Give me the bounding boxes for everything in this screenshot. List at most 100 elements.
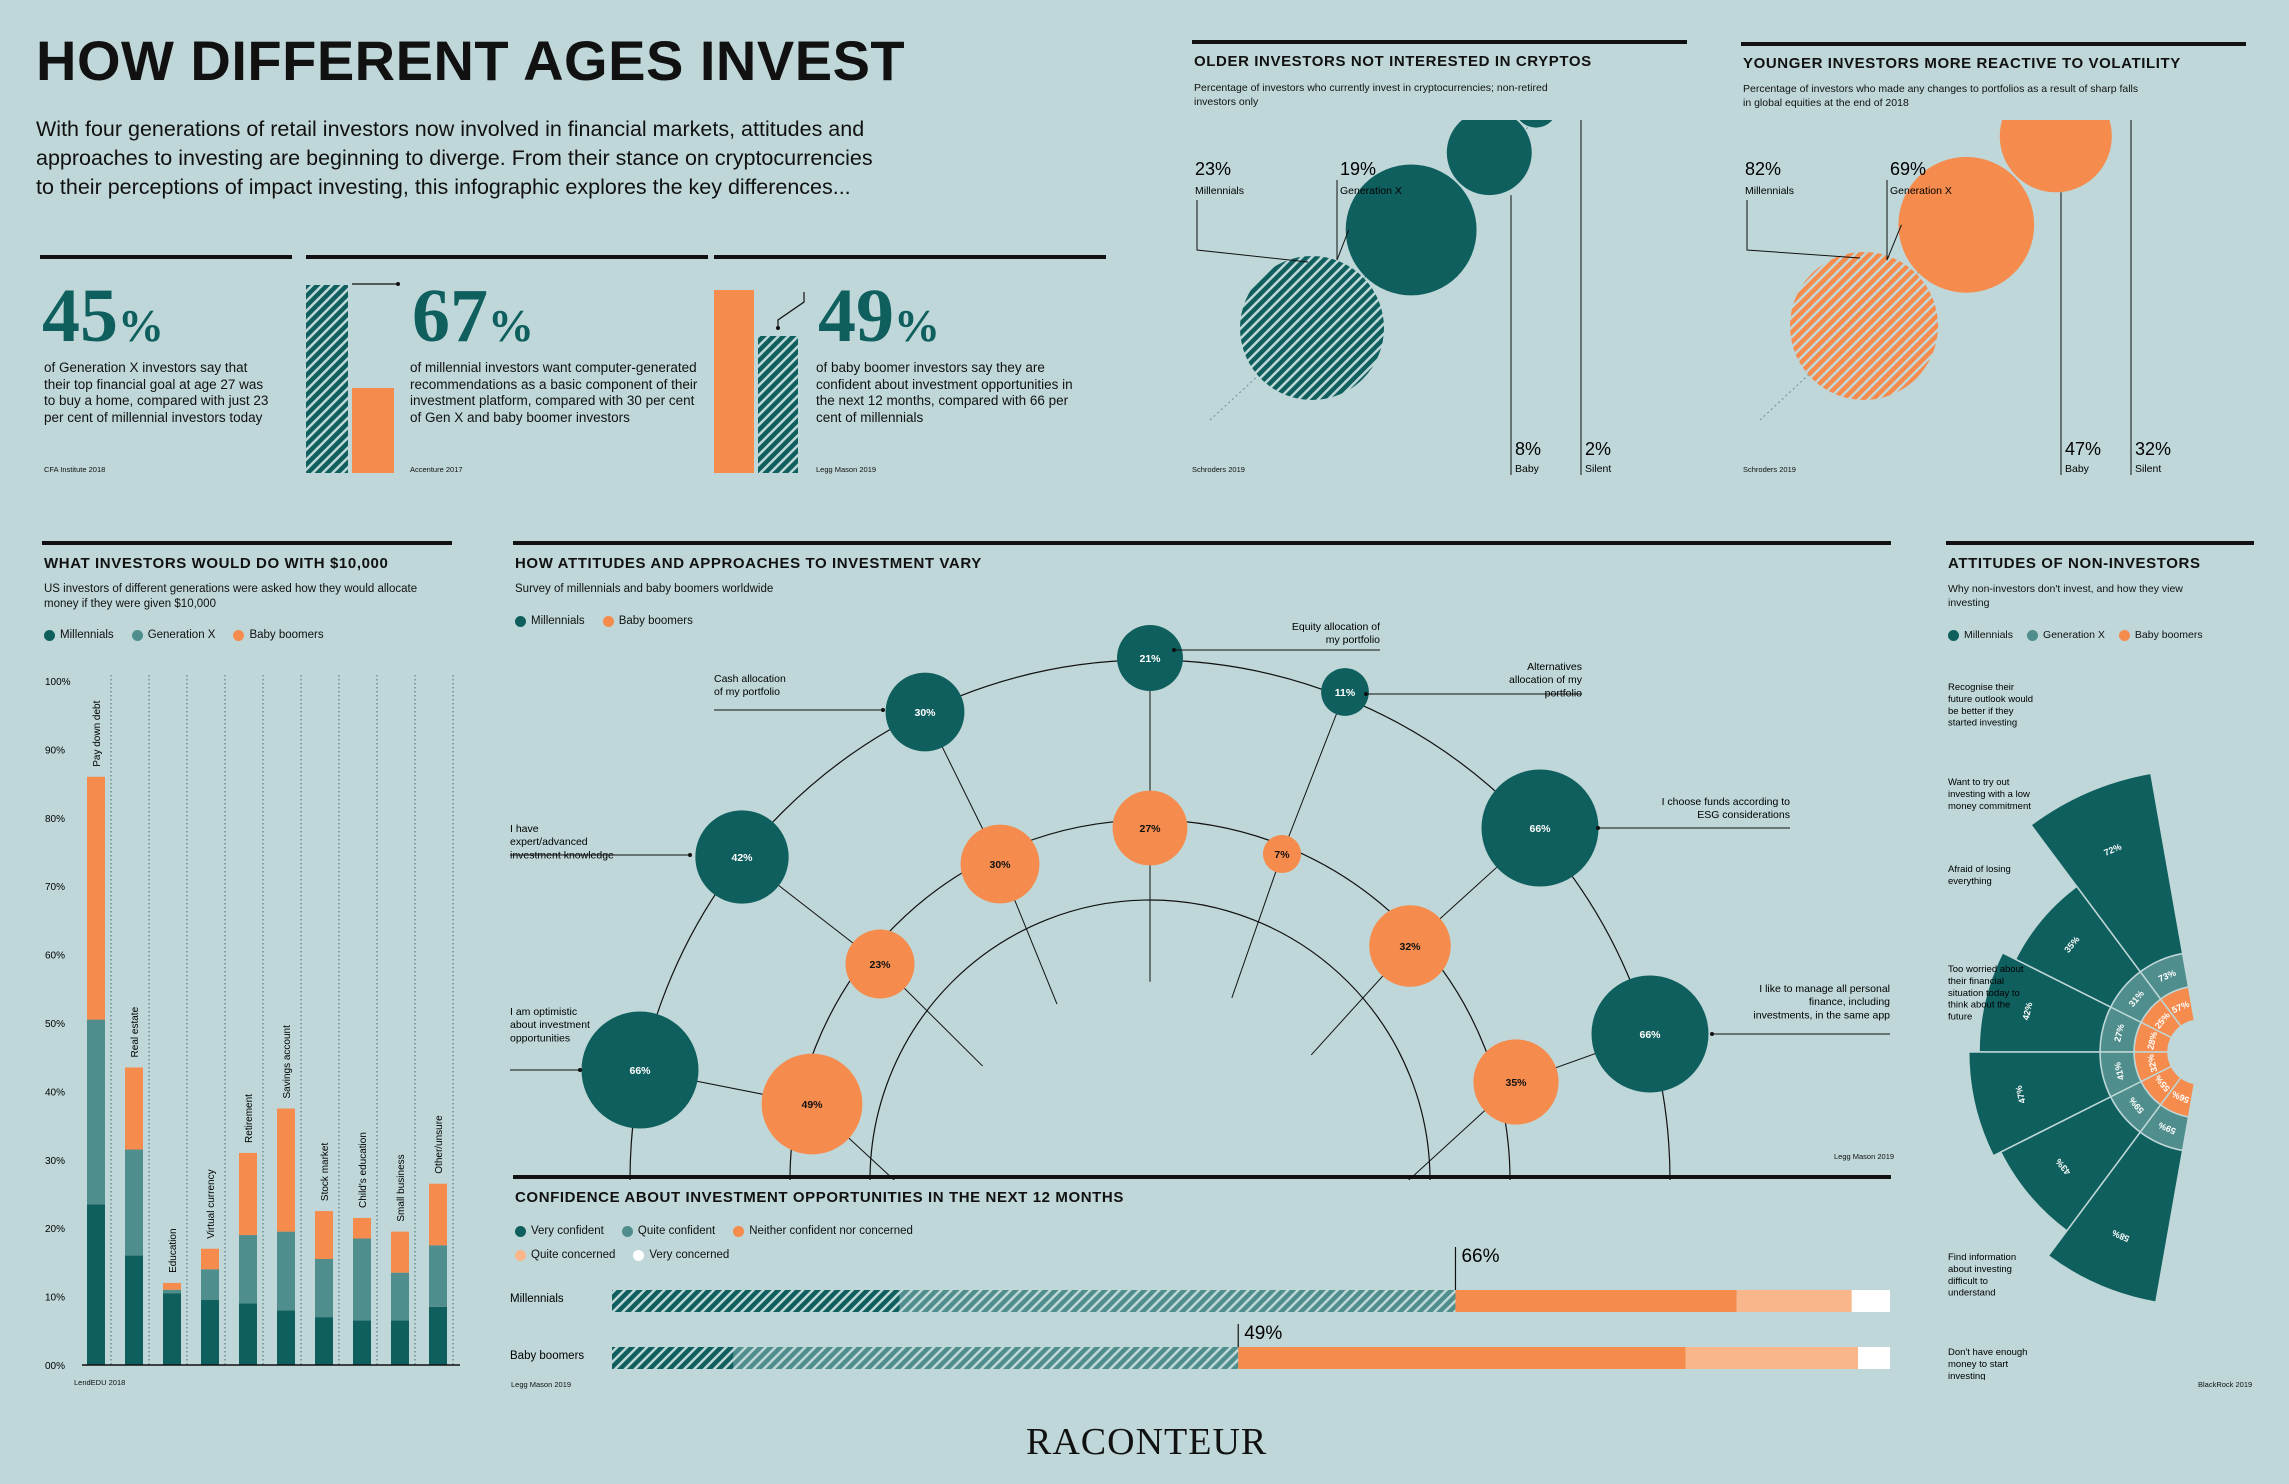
leader-dot <box>881 708 885 712</box>
bubble-value-label: 2% <box>1585 439 1611 459</box>
tenk-source: LendEDU 2018 <box>74 1378 126 1387</box>
category-label: I like to manage all personal finance, in… <box>1753 983 1890 1021</box>
bar-baby-boomers <box>277 1108 295 1232</box>
category-label: Retirement <box>244 1094 255 1143</box>
bubble-category-label: Millennials <box>1745 185 1794 197</box>
volatility-subtitle: Percentage of investors who made any cha… <box>1743 83 2139 109</box>
radial-segment-millennials <box>2029 772 2184 973</box>
leader-dot <box>1364 692 1368 696</box>
legend-boomers: Baby boomers <box>2118 629 2203 641</box>
category-label: I am optimistic about investment opportuni… <box>510 1006 590 1044</box>
bubble-category-label: Generation X <box>1890 185 1952 197</box>
bar-baby-boomers <box>391 1231 409 1273</box>
bubble-millennials <box>1117 625 1183 691</box>
category-label: Virtual currency <box>206 1169 217 1238</box>
tenk-title: WHAT INVESTORS WOULD DO WITH $10,000 <box>44 555 389 572</box>
bar-millennials <box>125 1255 143 1365</box>
confidence-title: CONFIDENCE ABOUT INVESTMENT OPPORTUNITIE… <box>515 1189 1124 1206</box>
stat-1-value: 45% <box>42 274 164 358</box>
legend-boomers: Baby boomers <box>233 629 324 641</box>
y-tick-label: 00% <box>45 1361 65 1372</box>
category-label: Real estate <box>130 1006 141 1057</box>
radial-segment-millennials <box>2047 1131 2184 1304</box>
bubble-label: 21% <box>1139 653 1161 665</box>
bar-generation-x <box>239 1235 257 1304</box>
stat-3-bar-boomers <box>714 290 754 473</box>
bubble-label: 32% <box>1399 941 1421 953</box>
category-label: Pay down debt <box>92 700 103 766</box>
bubble-baby-boomers <box>1446 120 1532 196</box>
bar-generation-x <box>125 1149 143 1256</box>
bubble-generation-x <box>1898 156 2035 293</box>
bubble-millennials <box>1240 256 1384 400</box>
bar-millennials <box>163 1293 181 1365</box>
stat-2-source: Accenture 2017 <box>410 465 463 474</box>
bubble-label: 11% <box>1335 687 1356 699</box>
bar-neither-confident-nor-concerned <box>1455 1290 1737 1312</box>
stat-2-text: of millennial investors want computer-ge… <box>410 360 698 425</box>
attitudes-source: Legg Mason 2019 <box>1834 1152 1895 1161</box>
bubble-boomers <box>1262 834 1302 874</box>
bar-baby-boomers <box>201 1248 219 1270</box>
segment-label: 28% <box>2145 1031 2159 1051</box>
brand-logo: RACONTEUR <box>1026 1421 1268 1463</box>
bar-quite-concerned <box>1685 1347 1859 1369</box>
bubble-value-label: 82% <box>1745 159 1781 179</box>
segment-label: 42% <box>2021 1001 2035 1021</box>
leader-dot <box>688 853 692 857</box>
bubble-label: 66% <box>629 1065 651 1077</box>
bar-millennials <box>201 1300 219 1365</box>
y-tick-label: 70% <box>45 882 65 893</box>
stat-3-source: Legg Mason 2019 <box>816 465 877 474</box>
bar-generation-x <box>201 1269 219 1301</box>
bubble-category-label: Baby <box>2065 463 2090 475</box>
callout-label: 49% <box>1244 1323 1282 1344</box>
bubble-baby-boomers <box>1999 120 2112 193</box>
confidence-rule <box>513 1175 1891 1179</box>
bar-baby-boomers <box>315 1211 333 1259</box>
bubble-generation-x <box>1345 164 1477 296</box>
tenk-legend: Millennials Generation X Baby boomers <box>44 629 324 641</box>
category-label: Savings account <box>282 1025 293 1099</box>
category-label: Child's education <box>358 1132 369 1208</box>
bubble-label: 27% <box>1139 823 1161 835</box>
category-label: Recognise their future outlook would be be… <box>1948 682 2033 729</box>
legend-very-confident: Very confident <box>515 1225 604 1237</box>
bar-millennials <box>239 1303 257 1365</box>
category-label: Don't have enough money to start investing <box>1948 1347 2027 1380</box>
radial-segment-millennials <box>2014 885 2142 1009</box>
bubble-label: 66% <box>1639 1029 1661 1041</box>
confidence-source: Legg Mason 2019 <box>511 1380 572 1389</box>
volatility-rule <box>1741 42 2246 46</box>
legend-genx: Generation X <box>2027 629 2105 641</box>
legend-very-concerned: Very concerned <box>633 1249 729 1261</box>
bubble-value-label: 69% <box>1890 159 1926 179</box>
y-tick-label: 60% <box>45 951 65 962</box>
bar-baby-boomers <box>353 1217 371 1239</box>
bubble-boomers <box>1369 905 1451 987</box>
bar-generation-x <box>163 1289 181 1294</box>
category-label: Equity allocation of my portfolio <box>1292 621 1380 646</box>
bubble-boomers <box>761 1053 863 1155</box>
stat-1-source: CFA Institute 2018 <box>44 465 106 474</box>
bar-millennials <box>429 1306 447 1365</box>
bar-baby-boomers <box>429 1183 447 1246</box>
stat-2-bar-others <box>352 388 394 473</box>
row-label: Millennials <box>510 1293 564 1305</box>
bubble-millennials <box>1591 975 1709 1093</box>
leader-line <box>1746 200 1861 259</box>
bar-very-concerned <box>1851 1290 1890 1312</box>
stat-rule-1 <box>40 255 292 259</box>
attitudes-rule <box>513 541 1891 545</box>
segment-label: 41% <box>2112 1061 2126 1081</box>
y-tick-label: 90% <box>45 745 65 756</box>
legend-quite-confident: Quite confident <box>621 1225 715 1237</box>
bar-quite-confident <box>733 1347 1239 1369</box>
page-title: HOW DIFFERENT AGES INVEST <box>36 29 906 92</box>
stat-3-graphic <box>714 290 805 473</box>
category-label: Other/unsure <box>434 1115 445 1174</box>
attitudes-subtitle: Survey of millennials and baby boomers w… <box>515 583 774 595</box>
bar-quite-concerned <box>1736 1290 1852 1312</box>
category-label: I have expert/advanced investment knowledg… <box>510 823 614 861</box>
